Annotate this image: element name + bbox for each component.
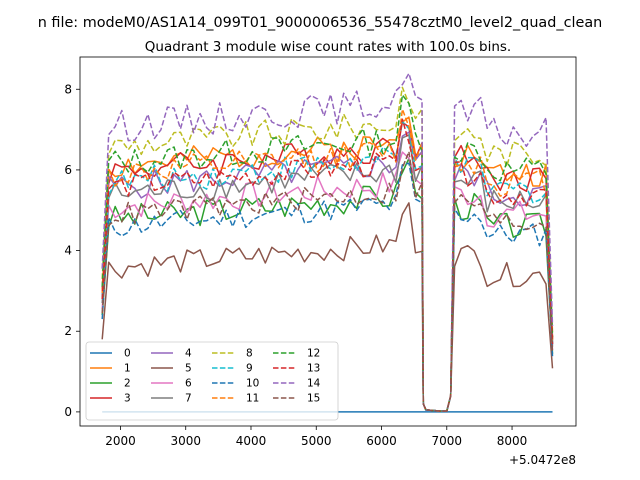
series-line-12: [101, 94, 554, 412]
legend-label-3: 3: [124, 393, 131, 405]
legend-label-1: 1: [124, 363, 131, 375]
legend-box: [85, 341, 339, 421]
legend-label-5: 5: [185, 363, 192, 375]
x-offset-label: +5.0472e8: [509, 453, 576, 467]
series-line-7: [101, 134, 554, 412]
legend-label-10: 10: [246, 378, 259, 390]
legend-label-6: 6: [185, 378, 192, 390]
x-tick-label: 2000: [105, 434, 136, 448]
y-tick-label: 4: [64, 244, 72, 258]
legend-label-12: 12: [307, 348, 320, 360]
series-line-4: [101, 131, 554, 412]
x-tick-label: 6000: [366, 434, 397, 448]
series-line-10: [101, 162, 554, 412]
legend-label-14: 14: [307, 378, 321, 390]
series-line-14: [101, 72, 554, 412]
series-line-11: [101, 108, 554, 412]
x-tick-label: 7000: [432, 434, 463, 448]
legend-label-7: 7: [185, 393, 192, 405]
y-tick-label: 8: [64, 82, 72, 96]
legend-label-15: 15: [307, 393, 320, 405]
legend-label-9: 9: [246, 363, 253, 375]
legend-label-2: 2: [124, 378, 131, 390]
y-tick-label: 6: [64, 163, 72, 177]
y-axis: 0 2 4 6 8: [64, 82, 80, 419]
series-line-6: [101, 151, 554, 412]
series-line-9: [101, 120, 554, 412]
x-tick-label: 4000: [236, 434, 267, 448]
legend-label-0: 0: [124, 348, 131, 360]
series-lines: [101, 72, 554, 413]
chart-title: Quadrant 3 module wise count rates with …: [145, 39, 511, 55]
x-axis: 2000 3000 4000 5000 6000 7000 8000: [105, 426, 527, 448]
legend-label-4: 4: [185, 348, 192, 360]
plot-frame: [79, 56, 577, 427]
y-tick-label: 2: [64, 324, 72, 338]
x-tick-label: 3000: [170, 434, 201, 448]
legend-label-11: 11: [246, 393, 259, 405]
series-line-2: [101, 157, 554, 412]
x-tick-label: 5000: [301, 434, 332, 448]
series-line-8: [101, 86, 554, 412]
figure-suptitle: n file: modeM0/AS1A14_099T01_9000006536_…: [38, 15, 603, 31]
legend-label-8: 8: [246, 348, 253, 360]
x-tick-label: 8000: [497, 434, 528, 448]
series-line-5: [101, 202, 554, 412]
y-tick-label: 0: [64, 405, 72, 419]
series-line-15: [101, 150, 554, 412]
series-line-13: [101, 118, 554, 412]
legend-label-13: 13: [307, 363, 320, 375]
